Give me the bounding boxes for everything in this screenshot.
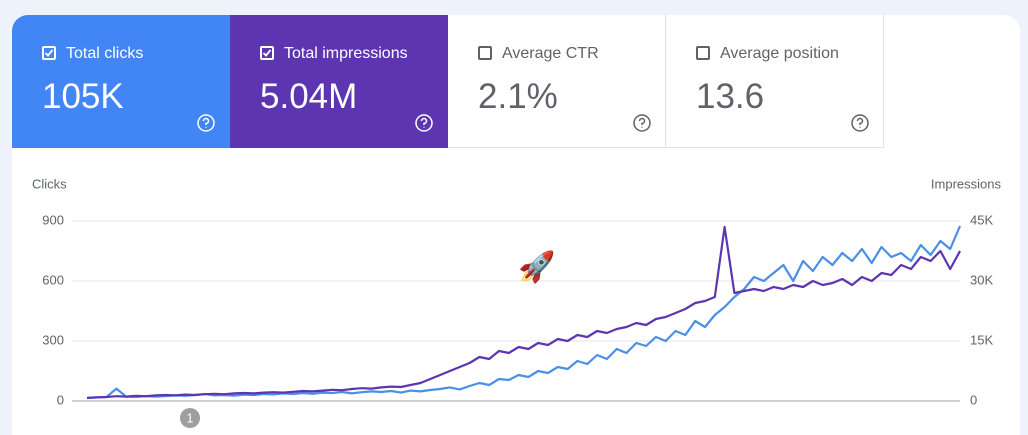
help-icon[interactable] <box>850 113 870 133</box>
metric-card[interactable]: Total clicks 105K <box>12 15 230 148</box>
metric-card[interactable]: Total impressions 5.04M <box>230 15 448 148</box>
help-circle <box>851 114 869 132</box>
y2-tick-label: 15K <box>970 332 993 347</box>
series-line <box>86 225 961 399</box>
series-line <box>86 225 962 400</box>
y-tick-label: 600 <box>42 272 64 287</box>
metric-value: 13.6 <box>696 77 765 116</box>
y2-tick-label: 45K <box>970 212 993 227</box>
metric-cards: Total clicks 105K Total impressions 5.04M Av… <box>12 15 884 148</box>
y-tick-label: 0 <box>57 392 64 407</box>
help-glyph <box>638 117 646 128</box>
metric-card[interactable]: Average CTR 2.1% <box>448 15 666 148</box>
y2-tick-label: 30K <box>970 272 993 287</box>
y2-axis-label: Impressions <box>931 176 1002 191</box>
metric-label: Total impressions <box>284 45 408 62</box>
metric-card[interactable]: Average position 13.6 <box>666 15 884 148</box>
check-mark <box>262 49 272 57</box>
checkbox[interactable] <box>42 46 56 60</box>
chart: Clicks Impressions 0 300 600 900 0 15K 30K 45K 🚀… <box>32 176 1002 428</box>
page: Total clicks 105K Total impressions 5.04M Av… <box>12 15 1020 435</box>
checkbox[interactable] <box>260 46 274 60</box>
metric-value: 2.1% <box>478 77 558 116</box>
metric-label: Average CTR <box>502 45 599 62</box>
annotation-label: 1 <box>186 410 193 425</box>
metric-value: 5.04M <box>260 77 358 116</box>
y2-tick-label: 0 <box>970 392 977 407</box>
metric-label: Total clicks <box>66 45 144 62</box>
performance-panel: Total clicks 105K Total impressions 5.04M Av… <box>12 15 1020 435</box>
y-tick-label: 900 <box>42 212 64 227</box>
checkbox[interactable] <box>696 46 710 60</box>
y-tick-label: 300 <box>42 332 64 347</box>
help-glyph <box>420 117 428 128</box>
help-glyph <box>856 117 864 128</box>
help-glyph <box>202 117 210 128</box>
checkbox[interactable] <box>478 46 492 60</box>
metric-label: Average position <box>720 45 839 62</box>
help-circle <box>633 114 651 132</box>
help-icon[interactable] <box>196 113 216 133</box>
check <box>44 49 54 57</box>
rocket-icon: 🚀 <box>518 249 555 284</box>
help-circle <box>197 114 215 132</box>
help-circle <box>415 114 433 132</box>
check-mark <box>44 49 54 57</box>
y-axis-label: Clicks <box>32 176 67 191</box>
help-icon[interactable] <box>632 113 652 133</box>
help-icon[interactable] <box>414 113 434 133</box>
metric-value: 105K <box>42 77 124 116</box>
check <box>262 49 272 57</box>
